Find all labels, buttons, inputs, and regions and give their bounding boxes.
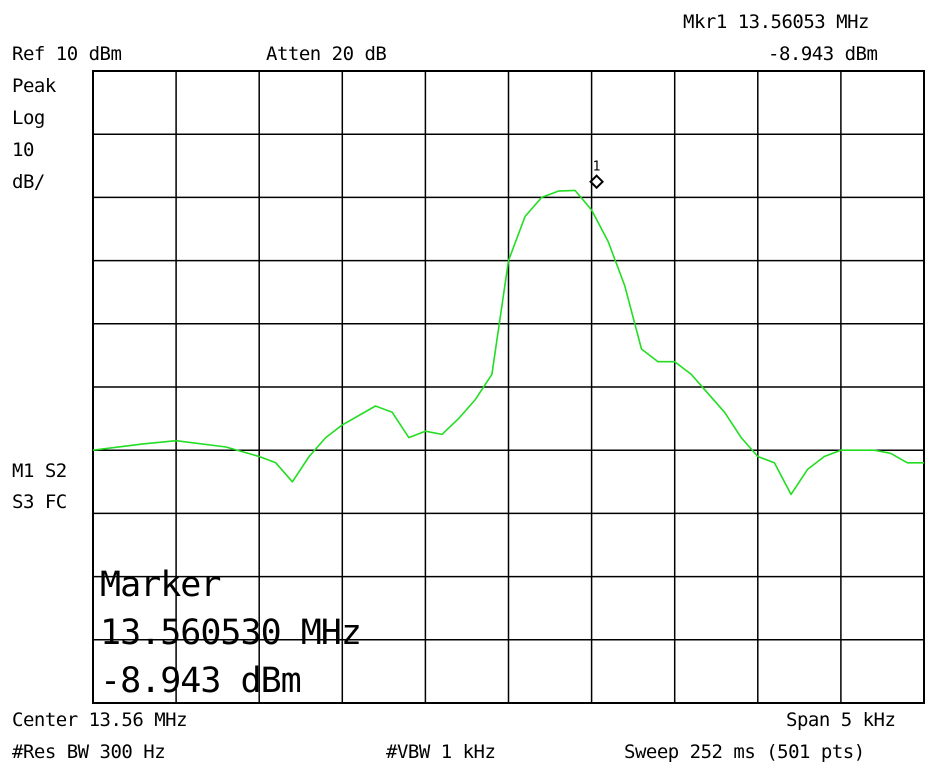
vbw: #VBW 1 kHz [386, 741, 496, 763]
marker-box-frequency: 13.560530 MHz [100, 613, 362, 653]
scale-type-label: Log [12, 107, 45, 129]
marker-box-title: Marker [100, 565, 221, 605]
attenuation: Atten 20 dB [266, 43, 387, 65]
trace-flags-2: S3 FC [12, 491, 67, 513]
scale-unit-label: dB/ [12, 171, 45, 193]
marker-box-amplitude: -8.943 dBm [100, 661, 302, 701]
marker-readout-freq: Mkr1 13.56053 MHz [683, 11, 869, 33]
detector-label: Peak [12, 75, 56, 97]
spectrum-trace [92, 189, 924, 496]
graticule [92, 70, 925, 704]
marker-diamond [589, 174, 605, 190]
span: Span 5 kHz [786, 709, 896, 731]
scale-value-label: 10 [12, 139, 34, 161]
marker-layer: 1 [589, 160, 605, 190]
sweep: Sweep 252 ms (501 pts) [624, 741, 865, 763]
marker-readout-amp: -8.943 dBm [768, 43, 878, 65]
marker-number-label: 1 [593, 160, 601, 175]
trace-layer [92, 189, 924, 496]
trace-flags-1: M1 S2 [12, 460, 67, 482]
center-frequency: Center 13.56 MHz [12, 709, 188, 731]
res-bw: #Res BW 300 Hz [12, 741, 166, 763]
ref-level: Ref 10 dBm [12, 43, 122, 65]
